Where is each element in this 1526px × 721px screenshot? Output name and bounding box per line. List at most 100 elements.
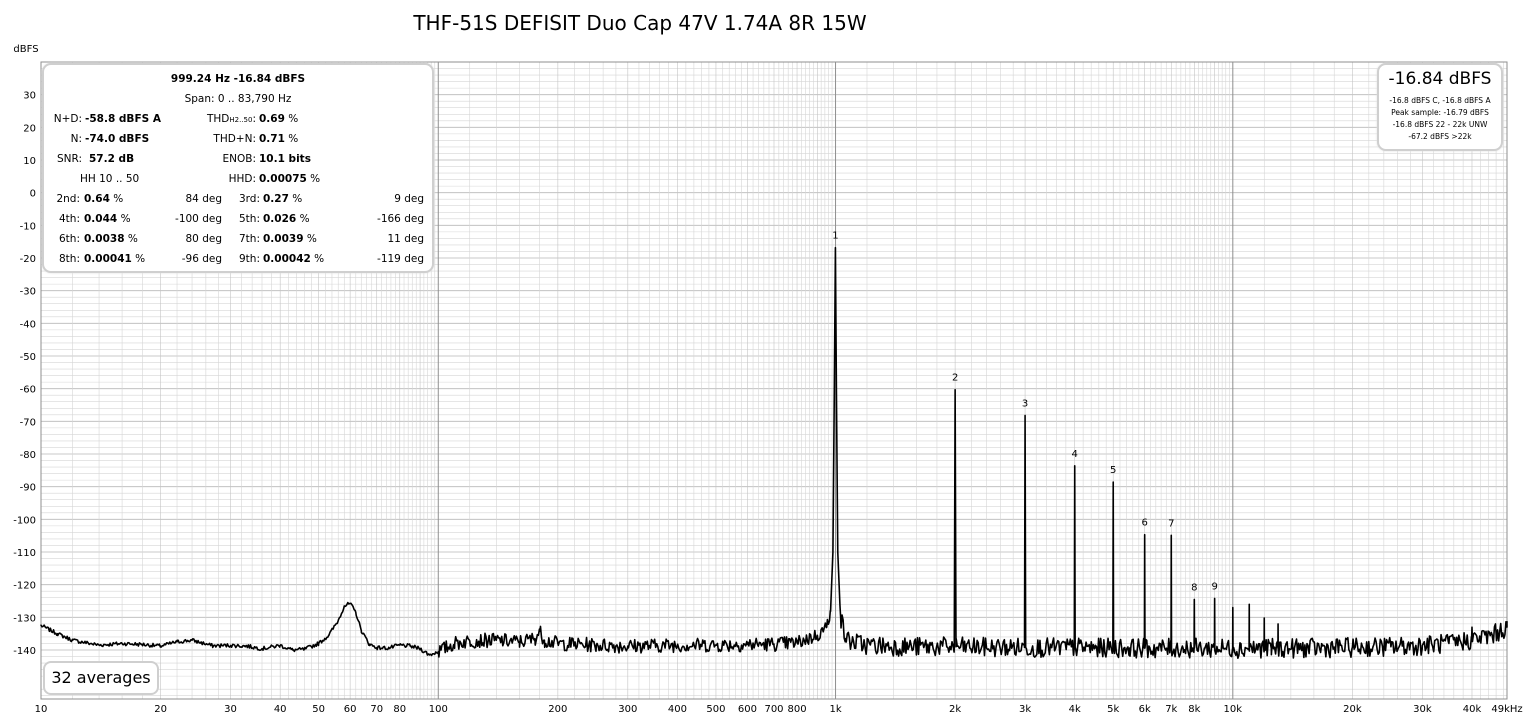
n-value: -74.0 dBFS [85, 133, 149, 145]
n-label: N: [44, 133, 82, 145]
hhd-label: HHD: [184, 173, 256, 185]
stats-header: 999.24 Hz -16.84 dBFS [44, 73, 432, 85]
stats-panel: 999.24 Hz -16.84 dBFS Span: 0 .. 83,790 … [42, 63, 434, 273]
x-tick-label: 5k [1107, 704, 1119, 715]
harmonic-value: 0.00042 [263, 253, 311, 265]
x-tick-label: 10 [35, 704, 48, 715]
x-tick-label: 70 [370, 704, 383, 715]
y-tick-label: -10 [20, 221, 36, 232]
y-tick-label: -50 [20, 352, 36, 363]
level-main: -16.84 dBFS [1379, 69, 1501, 89]
harmonic-phase: -96 deg [154, 253, 222, 265]
thd-label-text: THD [207, 113, 229, 125]
x-axis-unit: 49kHz [1491, 704, 1522, 715]
harmonic-unit: % [300, 213, 310, 225]
x-tick-label: 1k [829, 704, 841, 715]
x-tick-label: 40 [274, 704, 287, 715]
thd-unit: % [288, 113, 298, 125]
averages-badge: 32 averages [43, 661, 159, 695]
y-tick-label: -90 [20, 483, 36, 494]
y-tick-label: -80 [20, 450, 36, 461]
harmonic-unit: % [128, 233, 138, 245]
y-tick-label: -70 [20, 417, 36, 428]
harmonic-label: 7th: [224, 233, 260, 245]
x-tick-label: 10k [1224, 704, 1243, 715]
x-ticks: 10 20 30 40 50 60 70 80 100 200 300 400 500 600 700 800… [35, 704, 1482, 715]
harmonic-marker-label: 1 [832, 231, 838, 242]
harmonic-label: 2nd: [44, 193, 80, 205]
harmonic-unit: % [307, 233, 317, 245]
x-tick-label: 600 [738, 704, 757, 715]
harmonic-marker-label: 6 [1141, 518, 1147, 529]
harmonic-value: 0.00041 [84, 253, 132, 265]
harmonic-phase: 84 deg [154, 193, 222, 205]
x-tick-label: 500 [706, 704, 725, 715]
hh-label: HH 10 .. 50 [80, 173, 139, 185]
hhd-value: 0.00075 [259, 173, 307, 185]
x-tick-label: 20k [1343, 704, 1362, 715]
y-tick-label: -110 [13, 548, 36, 559]
harmonic-label: 6th: [44, 233, 80, 245]
harmonic-marker-label: 2 [952, 373, 958, 384]
x-tick-label: 300 [618, 704, 637, 715]
harmonic-unit: % [113, 193, 123, 205]
y-tick-label: -40 [20, 319, 36, 330]
thd-colon: : [252, 113, 256, 125]
enob-label: ENOB: [184, 153, 256, 165]
frequency-level-readout: 999.24 Hz -16.84 dBFS [171, 73, 305, 85]
x-tick-label: 2k [949, 704, 961, 715]
x-tick-label: 80 [393, 704, 406, 715]
level-line-4: -67.2 dBFS >22k [1379, 132, 1501, 142]
harmonic-unit: % [121, 213, 131, 225]
nd-label: N+D: [44, 113, 82, 125]
harmonic-unit: % [314, 253, 324, 265]
x-tick-label: 800 [787, 704, 806, 715]
harmonic-phase: -119 deg [354, 253, 424, 265]
thdn-value: 0.71 [259, 133, 285, 145]
x-tick-label: 50 [312, 704, 325, 715]
thd-value: 0.69 [259, 113, 285, 125]
thd-range: H2..50 [229, 116, 252, 124]
harmonic-label: 3rd: [224, 193, 260, 205]
y-tick-label: -60 [20, 385, 36, 396]
y-tick-label: -100 [13, 515, 36, 526]
x-tick-label: 400 [668, 704, 687, 715]
thdn-unit: % [288, 133, 298, 145]
x-tick-label: 700 [764, 704, 783, 715]
harmonic-marker-label: 5 [1110, 465, 1116, 476]
thdn-label: THD+N: [184, 133, 256, 145]
harmonic-phase: -166 deg [354, 213, 424, 225]
thd-label: THDH2..50: [184, 113, 256, 126]
y-ticks: 30 20 10 0 -10 -20 -30 -40 -50 -60 -70 -80 -90 -100 -1… [13, 91, 36, 657]
level-line-3: -16.8 dBFS 22 - 22k UNW [1379, 120, 1501, 130]
harmonic-value: 0.27 [263, 193, 289, 205]
harmonic-phase: 9 deg [354, 193, 424, 205]
level-line-1: -16.8 dBFS C, -16.8 dBFS A [1379, 96, 1501, 106]
harmonic-value: 0.0038 [84, 233, 125, 245]
x-tick-label: 3k [1019, 704, 1031, 715]
y-tick-label: 0 [30, 189, 36, 200]
harmonic-label: 4th: [44, 213, 80, 225]
x-tick-label: 40k [1463, 704, 1482, 715]
y-tick-label: -120 [13, 581, 36, 592]
level-panel: -16.84 dBFS -16.8 dBFS C, -16.8 dBFS A P… [1377, 63, 1503, 151]
harmonic-marker-label: 4 [1072, 449, 1078, 460]
y-tick-label: 10 [23, 156, 36, 167]
harmonic-value: 0.0039 [263, 233, 304, 245]
hhd-unit: % [310, 173, 320, 185]
harmonic-phase: -100 deg [154, 213, 222, 225]
y-tick-label: 30 [23, 91, 36, 102]
chart-title: THF-51S DEFISIT Duo Cap 47V 1.74A 8R 15W [412, 11, 867, 35]
y-tick-label: -30 [20, 287, 36, 298]
harmonic-value: 0.044 [84, 213, 117, 225]
y-axis-label: dBFS [13, 44, 38, 55]
x-tick-label: 20 [154, 704, 167, 715]
level-line-2: Peak sample: -16.79 dBFS [1379, 108, 1501, 118]
enob-value: 10.1 bits [259, 153, 311, 165]
harmonic-unit: % [292, 193, 302, 205]
y-tick-label: -20 [20, 254, 36, 265]
harmonic-value: 0.026 [263, 213, 296, 225]
harmonic-marker-label: 9 [1211, 581, 1217, 592]
harmonic-marker-label: 3 [1022, 398, 1028, 409]
nd-value: -58.8 dBFS A [85, 113, 161, 125]
